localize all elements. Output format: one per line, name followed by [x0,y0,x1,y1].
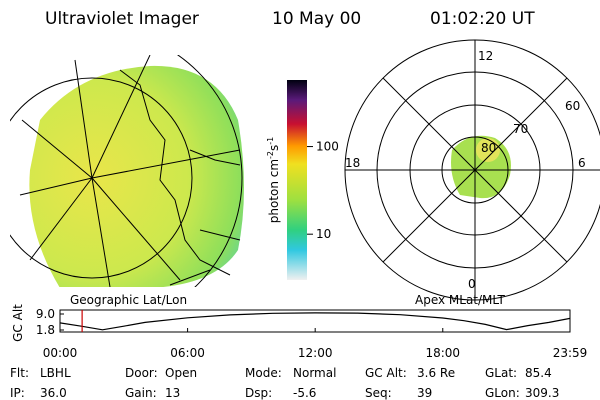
x-tick-label: 12:00 [298,346,333,360]
field-value: 13 [165,386,180,400]
lat-label: 60 [565,99,580,113]
field-label: GLon: [485,386,520,400]
field-value: LBHL [40,366,71,380]
x-tick-label: 18:00 [425,346,460,360]
field-label: GC Alt: [365,366,407,380]
lat-label: 80 [481,141,496,155]
mlt-label: 12 [478,49,493,63]
field-value: 309.3 [525,386,559,400]
mlt-label: 6 [578,156,586,170]
colorbar-label: photon cm-2s-1 [266,137,281,224]
field-label: Seq: [365,386,392,400]
unit-exp: -2 [266,151,275,159]
x-tick-label: 06:00 [170,346,205,360]
colorbar-tick-label: 10 [316,227,331,241]
mlt-label: 0 [468,277,476,291]
field-label: Dsp: [245,386,272,400]
y-tick-label: 9.0 [36,307,55,321]
field-value: -5.6 [293,386,316,400]
field-label: Mode: [245,366,282,380]
time: 01:02:20 UT [430,9,535,29]
polar-plot: 12 18 6 0 60 70 80 [344,39,600,301]
unit-exp: -1 [266,137,275,145]
y-axis-label: GC Alt [11,304,25,342]
y-tick-label: 1.8 [36,323,55,337]
field-value: 85.4 [525,366,552,380]
right-panel-label: Apex MLat/MLT [415,293,505,307]
x-tick-label: 00:00 [43,346,78,360]
date: 10 May 00 [272,9,361,29]
field-label: IP: [10,386,25,400]
unit: photon cm [267,159,281,223]
x-tick-label: 23:59 [553,346,588,360]
field-value: Normal [293,366,336,380]
footer: Flt: LBHL Door: Open Mode: Normal GC Alt: 3.6 R… [10,366,559,400]
field-value: Open [165,366,197,380]
colorbar [287,80,307,280]
field-value: 36.0 [40,386,67,400]
field-value: 3.6 Re [417,366,455,380]
field-value: 39 [417,386,432,400]
left-panel-label: Geographic Lat/Lon [70,293,187,307]
field-label: Gain: [125,386,157,400]
field-label: Door: [125,366,158,380]
title: Ultraviolet Imager [45,9,199,29]
unit: s [267,145,281,151]
field-label: GLat: [485,366,517,380]
lat-label: 70 [513,122,528,136]
field-label: Flt: [10,366,29,380]
geo-image [10,55,244,287]
alt-line [59,312,571,331]
mlt-label: 18 [345,156,360,170]
alt-plot: 1.8 9.0 00:00 06:00 12:00 18:00 23:59 [36,307,587,360]
colorbar-ticks: 10 100 [307,140,339,241]
colorbar-tick-label: 100 [316,140,339,154]
